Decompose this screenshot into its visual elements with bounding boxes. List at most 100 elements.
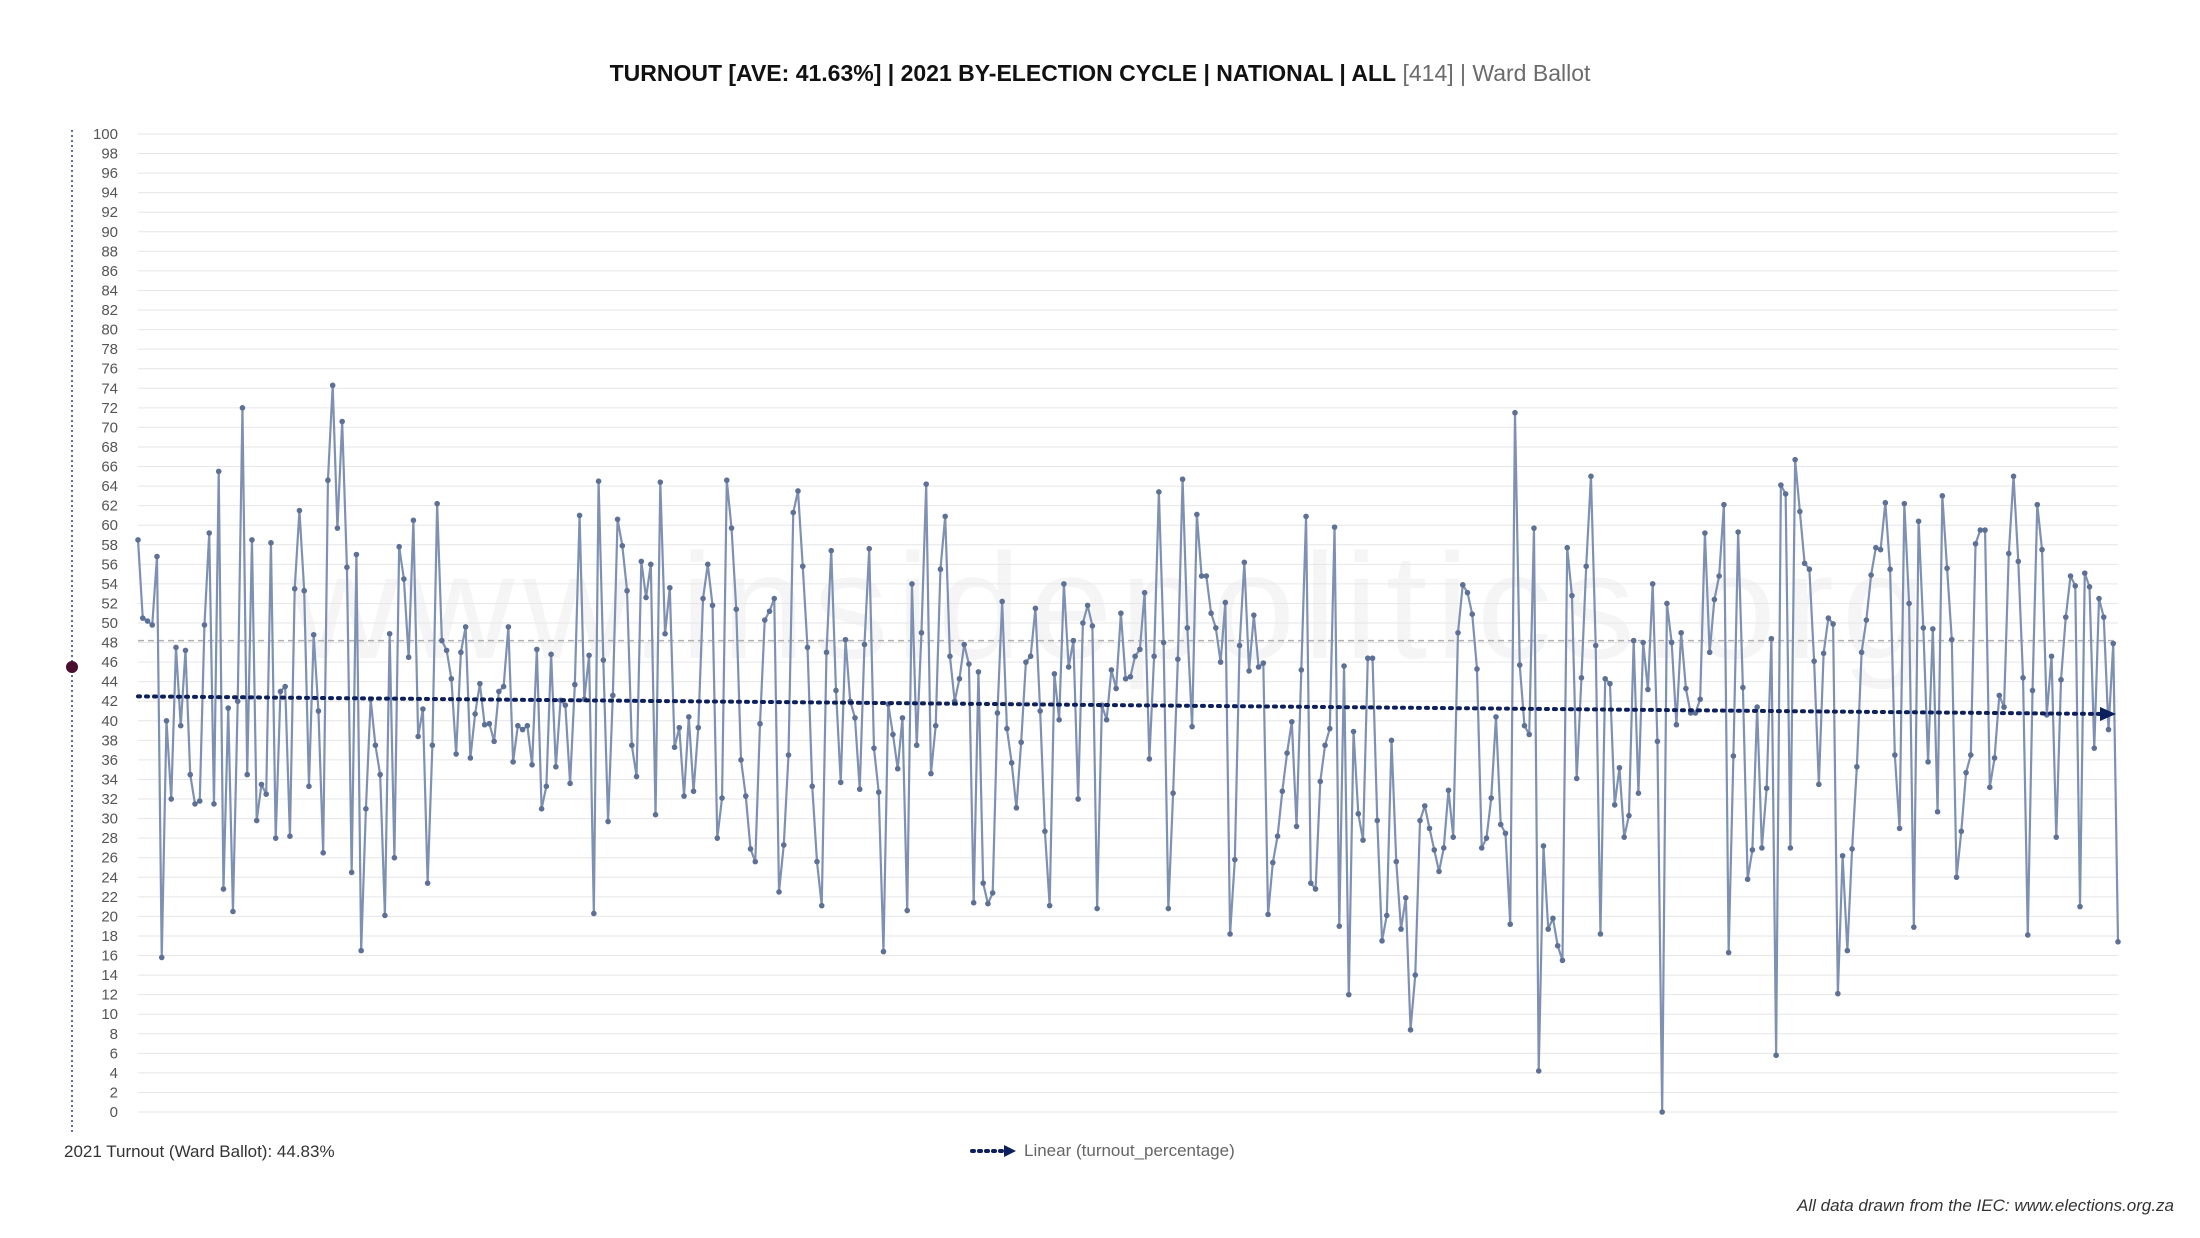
turnout-data-point	[1640, 639, 1646, 646]
turnout-data-point	[1602, 675, 1608, 682]
turnout-data-point	[842, 636, 849, 643]
turnout-data-point	[1089, 623, 1096, 629]
turnout-data-point	[1165, 905, 1172, 912]
turnout-data-point	[947, 653, 953, 660]
turnout-data-point	[505, 624, 512, 630]
turnout-data-point	[1759, 845, 1765, 851]
legend: Linear (turnout_percentage)	[970, 1141, 1235, 1161]
turnout-data-point	[1882, 499, 1889, 506]
turnout-data-point	[614, 516, 621, 523]
turnout-data-point	[1478, 845, 1485, 851]
turnout-data-point	[439, 637, 445, 644]
y-tick-label: 18	[101, 928, 118, 945]
turnout-data-point	[363, 806, 369, 812]
turnout-data-point	[1991, 755, 1998, 761]
turnout-data-point	[1953, 874, 1960, 881]
turnout-data-point	[1374, 817, 1381, 824]
turnout-data-point	[1630, 637, 1637, 644]
turnout-data-point	[1702, 530, 1708, 536]
turnout-data-point	[1251, 612, 1257, 618]
turnout-data-point	[1835, 990, 1841, 997]
turnout-data-point	[1455, 629, 1461, 636]
source-footer: All data drawn from the IEC: www.electio…	[1797, 1196, 2174, 1215]
turnout-data-point	[1540, 843, 1547, 849]
turnout-data-point	[562, 702, 569, 708]
turnout-data-point	[168, 796, 175, 802]
turnout-data-point	[1042, 828, 1048, 835]
y-tick-label: 8	[110, 1026, 118, 1043]
turnout-data-point	[1227, 931, 1233, 937]
turnout-data-point	[985, 900, 991, 907]
y-tick-label: 70	[101, 419, 118, 436]
turnout-data-point	[1721, 501, 1727, 508]
turnout-data-point	[989, 890, 996, 896]
y-tick-label: 38	[101, 732, 118, 749]
turnout-data-point	[2062, 614, 2069, 620]
turnout-data-point	[1716, 573, 1722, 579]
turnout-data-point	[1626, 812, 1632, 819]
turnout-data-point	[1545, 926, 1552, 932]
turnout-data-point	[904, 907, 911, 914]
turnout-data-point	[1949, 636, 1955, 643]
y-tick-label: 42	[101, 693, 118, 710]
turnout-data-point	[524, 722, 531, 729]
turnout-data-point	[1564, 544, 1571, 551]
turnout-data-point	[1550, 915, 1556, 922]
turnout-data-point	[638, 558, 645, 565]
turnout-data-point	[1782, 491, 1789, 497]
turnout-data-point	[828, 547, 835, 554]
y-tick-label: 40	[101, 713, 118, 730]
turnout-data-point	[1977, 527, 1984, 533]
turnout-data-point	[348, 869, 355, 876]
turnout-data-point	[1469, 611, 1476, 617]
turnout-data-point	[1113, 685, 1119, 692]
turnout-data-point	[1797, 508, 1803, 515]
turnout-data-point	[1920, 625, 1927, 631]
turnout-data-point	[1597, 931, 1604, 937]
turnout-data-point	[1621, 834, 1627, 840]
turnout-data-point	[301, 587, 307, 594]
turnout-data-point	[1569, 592, 1575, 599]
turnout-data-point	[462, 624, 469, 630]
turnout-data-point	[1426, 825, 1433, 832]
turnout-data-point	[249, 537, 255, 543]
turnout-data-point	[714, 835, 721, 841]
turnout-data-point	[757, 720, 763, 727]
turnout-data-point	[1464, 589, 1471, 596]
turnout-data-point	[1341, 663, 1347, 669]
chart-title-suffix: | Ward Ballot	[1453, 60, 1591, 86]
turnout-data-point	[1483, 835, 1490, 841]
legend-trend-swatch	[970, 1145, 1016, 1157]
turnout-data-point	[738, 757, 744, 763]
y-tick-label: 96	[101, 165, 118, 182]
turnout-data-point	[1730, 753, 1737, 759]
turnout-data-point	[372, 742, 379, 749]
turnout-data-point	[420, 706, 426, 712]
chart-title: TURNOUT [AVE: 41.63%] | 2021 BY-ELECTION…	[0, 60, 2200, 87]
turnout-data-point	[1778, 482, 1784, 488]
turnout-data-point	[1863, 617, 1870, 623]
y-tick-label: 56	[101, 556, 118, 573]
turnout-data-point	[700, 595, 706, 602]
turnout-data-point	[424, 880, 431, 886]
turnout-data-point	[263, 791, 270, 797]
turnout-data-point	[486, 720, 493, 727]
turnout-data-point	[1208, 610, 1214, 617]
turnout-data-point	[1331, 524, 1338, 530]
turnout-data-point	[173, 644, 179, 651]
turnout-data-point	[1896, 825, 1903, 832]
turnout-data-point	[610, 692, 616, 699]
turnout-data-point	[382, 912, 388, 919]
turnout-data-point	[192, 801, 198, 807]
turnout-data-point	[2096, 595, 2102, 602]
turnout-data-point	[1673, 721, 1680, 728]
turnout-data-point	[1811, 658, 1817, 664]
turnout-data-point	[942, 513, 948, 520]
turnout-data-point	[472, 711, 478, 717]
turnout-data-point	[548, 651, 554, 658]
turnout-data-point	[1892, 752, 1898, 758]
turnout-data-point	[1968, 752, 1974, 758]
turnout-data-point	[2001, 704, 2007, 710]
turnout-data-point	[1488, 795, 1495, 801]
turnout-data-point	[1635, 790, 1642, 796]
